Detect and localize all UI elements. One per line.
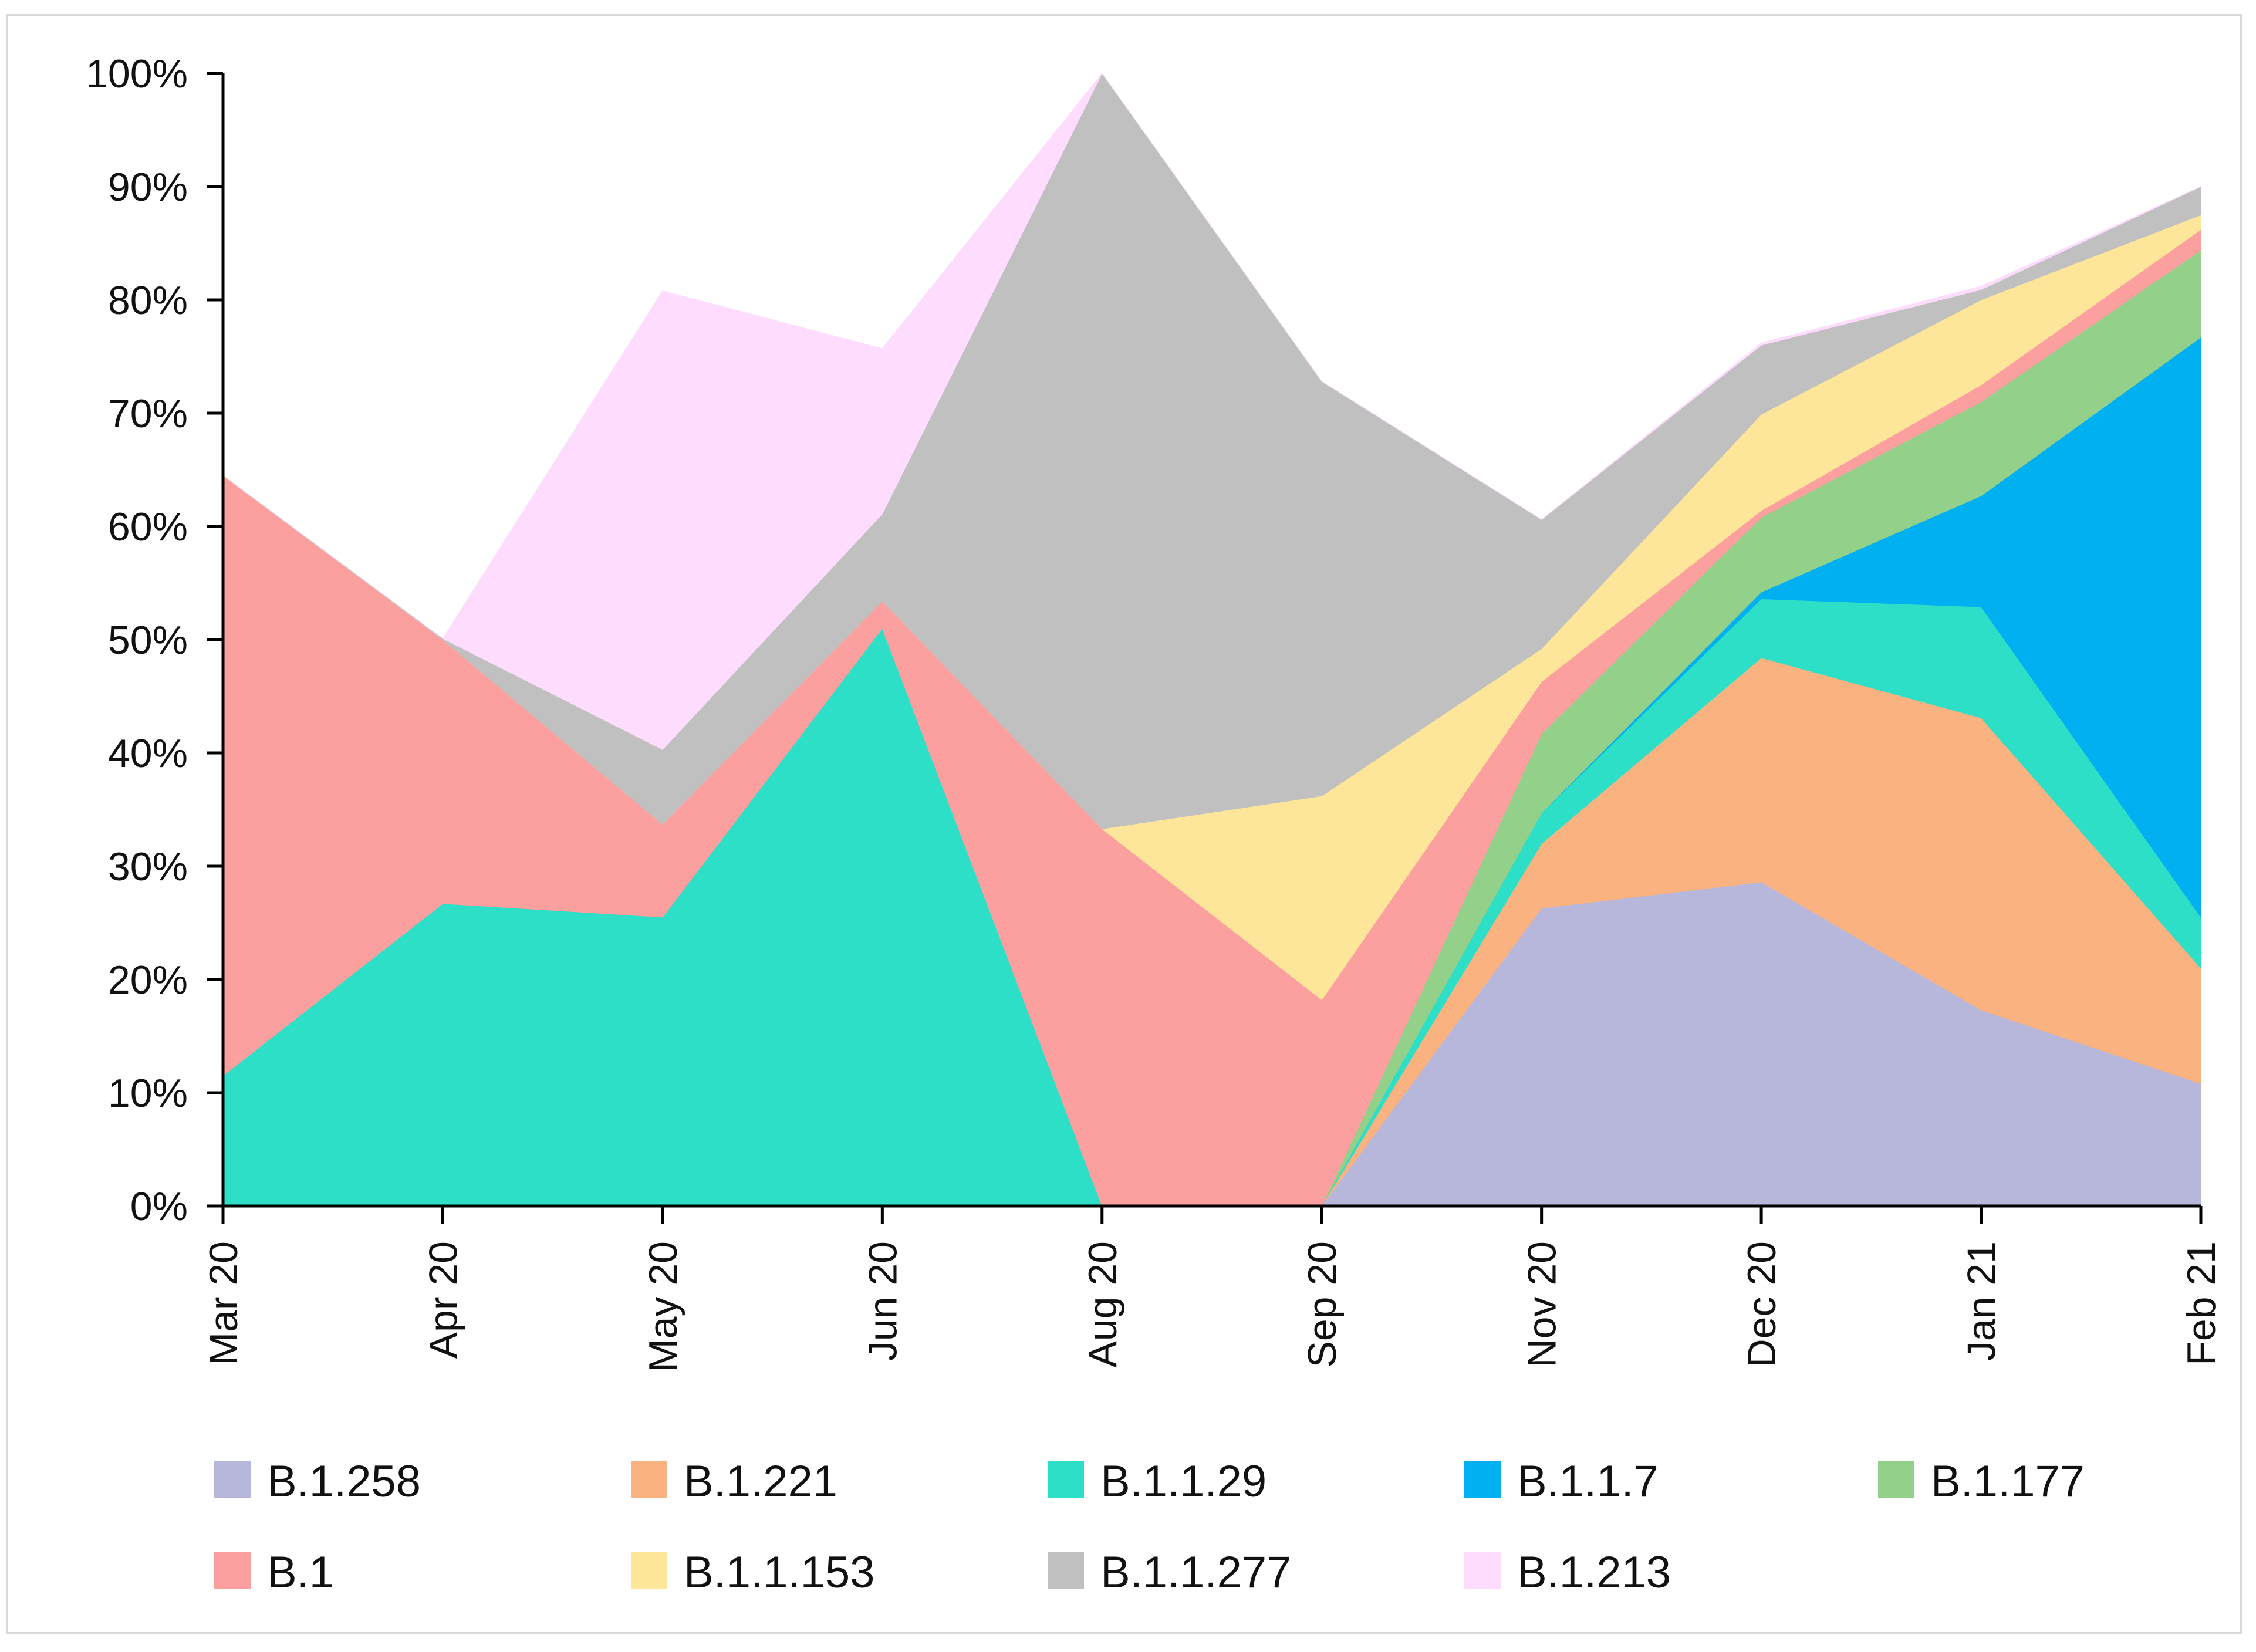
x-tick-label: Jan 21 [1960,1241,2004,1361]
legend-label: B.1.1.153 [684,1548,874,1597]
y-tick-label: 80% [108,278,188,323]
legend-label: B.1.177 [1931,1457,2085,1506]
x-tick-label: Feb 21 [2179,1241,2224,1366]
legend-swatch [631,1461,667,1498]
x-tick-label: Jun 20 [860,1241,905,1361]
legend-label: B.1.258 [267,1457,421,1506]
x-tick-labels: Mar 20 Apr 20 May 20 Jun 20 Aug 20 Sep 20 Nov … [201,1241,2224,1372]
legend-label: B.1 [267,1548,334,1597]
x-tick-label: May 20 [641,1241,685,1372]
y-tick-labels: 0% 10% 20% 30% 40% 50% 60% 70% 80% 90% 100% [86,52,188,1229]
legend-label: B.1.1.277 [1100,1548,1291,1597]
x-tick-label: Sep 20 [1300,1241,1345,1368]
legend-item-b-1-258: B.1.258 [214,1457,421,1506]
x-tick-label: Dec 20 [1740,1241,1784,1367]
legend: B.1.258 B.1.221 B.1.1.29 B.1.1.7 B.1.177 B.1 B… [214,1457,2085,1597]
legend-swatch [1048,1461,1084,1498]
legend-label: B.1.1.7 [1517,1457,1659,1506]
x-tick-label: Aug 20 [1080,1241,1125,1368]
legend-swatch [631,1552,667,1589]
legend-item-b-1-213: B.1.213 [1464,1548,1671,1597]
legend-swatch [214,1461,251,1498]
legend-item-b-1-177: B.1.177 [1878,1457,2085,1506]
legend-swatch [1464,1552,1501,1589]
legend-item-b-1-1-7: B.1.1.7 [1464,1457,1659,1506]
y-tick-label: 90% [108,165,188,210]
legend-label: B.1.213 [1517,1548,1671,1597]
legend-swatch [1464,1461,1501,1498]
legend-swatch [1878,1461,1914,1498]
y-tick-label: 60% [108,505,188,549]
legend-swatch [1048,1552,1084,1589]
legend-item-b-1: B.1 [214,1548,334,1597]
x-tick-label: Apr 20 [421,1241,465,1359]
legend-label: B.1.1.29 [1100,1457,1267,1506]
y-tick-label: 100% [86,52,188,96]
x-tick-label: Nov 20 [1520,1241,1565,1367]
axes [207,72,2203,1224]
legend-item-b-1-1-277: B.1.1.277 [1048,1548,1291,1597]
y-tick-label: 10% [108,1071,188,1116]
legend-swatch [214,1552,251,1589]
y-tick-label: 70% [108,391,188,436]
y-tick-label: 20% [108,958,188,1002]
area-layers [222,73,2201,1207]
legend-item-b-1-1-153: B.1.1.153 [631,1548,874,1597]
y-tick-label: 0% [130,1184,188,1229]
y-tick-label: 30% [108,844,188,889]
y-tick-label: 50% [108,618,188,663]
y-tick-label: 40% [108,731,188,776]
legend-item-b-1-221: B.1.221 [631,1457,837,1506]
x-tick-label: Mar 20 [201,1241,246,1366]
legend-item-b-1-1-29: B.1.1.29 [1048,1457,1267,1506]
area-b-1-213 [222,73,2201,750]
legend-label: B.1.221 [684,1457,837,1506]
